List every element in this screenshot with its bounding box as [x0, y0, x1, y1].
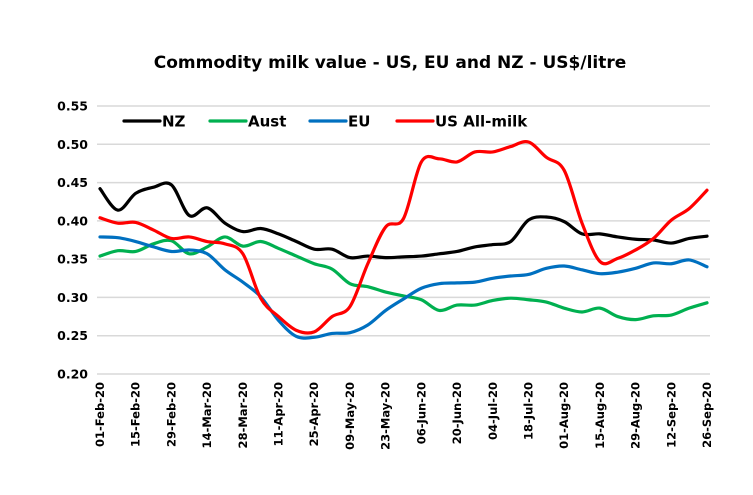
x-tick-label: 29-Feb-20: [164, 382, 178, 447]
x-tick-label: 25-Apr-20: [307, 382, 321, 446]
y-tick-label: 0.55: [57, 99, 88, 114]
series-lines: [98, 140, 709, 340]
legend: NZ Aust EU US All-milk: [122, 113, 528, 131]
x-axis-ticks: 01-Feb-20 15-Feb-20 29-Feb-20 14-Mar-20 28-M…: [93, 382, 714, 450]
x-tick-label: 23-May-20: [379, 382, 393, 450]
x-tick-label: 01-Feb-20: [93, 382, 107, 447]
y-tick-label: 0.40: [57, 213, 88, 228]
legend-label: Aust: [248, 113, 286, 131]
legend-label: NZ: [162, 113, 186, 131]
series-line-aust: [98, 235, 709, 322]
y-tick-label: 0.25: [57, 328, 88, 343]
y-tick-label: 0.45: [57, 175, 88, 190]
x-tick-label: 29-Aug-20: [629, 382, 643, 449]
legend-item: Aust: [208, 113, 286, 131]
chart-title: Commodity milk value - US, EU and NZ - U…: [154, 53, 627, 73]
legend-item: NZ: [122, 113, 186, 131]
x-tick-label: 28-Mar-20: [236, 382, 250, 448]
y-tick-label: 0.35: [57, 252, 88, 267]
x-tick-label: 15-Aug-20: [593, 382, 607, 449]
x-tick-label: 11-Apr-20: [272, 382, 286, 446]
x-tick-label: 15-Feb-20: [129, 382, 143, 447]
y-tick-label: 0.50: [57, 137, 88, 152]
series-line-us-all-milk: [98, 140, 709, 335]
y-tick-label: 0.20: [57, 367, 88, 382]
x-tick-label: 01-Aug-20: [557, 382, 571, 449]
series-line-eu: [98, 235, 709, 340]
legend-label: US All-milk: [435, 113, 528, 131]
x-tick-label: 09-May-20: [343, 382, 357, 450]
x-tick-label: 04-Jul-20: [486, 382, 500, 440]
legend-item: EU: [308, 113, 370, 131]
x-tick-label: 06-Jun-20: [414, 382, 428, 444]
legend-label: EU: [348, 113, 370, 131]
x-tick-label: 26-Sep-20: [700, 382, 714, 448]
x-tick-label: 18-Jul-20: [521, 382, 535, 440]
gridlines: [97, 105, 710, 375]
x-tick-label: 14-Mar-20: [200, 382, 214, 448]
x-tick-label: 20-Jun-20: [450, 382, 464, 444]
series-line-nz: [98, 181, 709, 260]
y-axis-ticks: 0.20 0.25 0.30 0.35 0.40 0.45 0.50 0.55: [57, 99, 88, 382]
y-tick-label: 0.30: [57, 290, 88, 305]
x-tick-label: 12-Sep-20: [664, 382, 678, 448]
legend-item: US All-milk: [395, 113, 528, 131]
